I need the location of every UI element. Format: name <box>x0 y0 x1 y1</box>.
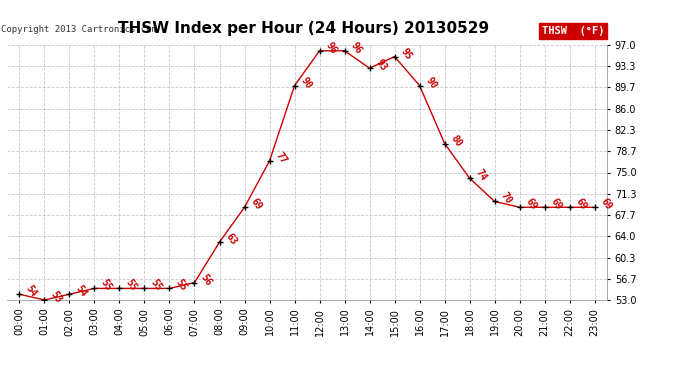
Text: 96: 96 <box>348 40 364 56</box>
Text: 69: 69 <box>248 197 264 212</box>
Text: 55: 55 <box>124 278 139 293</box>
Text: 63: 63 <box>224 231 239 247</box>
Text: 90: 90 <box>299 75 314 90</box>
Text: 69: 69 <box>524 197 539 212</box>
Text: 56: 56 <box>199 272 214 287</box>
Text: 80: 80 <box>448 133 464 148</box>
Text: 55: 55 <box>99 278 114 293</box>
Text: 53: 53 <box>48 290 63 305</box>
Text: 54: 54 <box>74 284 88 299</box>
Text: 55: 55 <box>148 278 164 293</box>
Text: 77: 77 <box>274 150 288 166</box>
Text: 70: 70 <box>499 191 514 206</box>
Text: 69: 69 <box>599 197 614 212</box>
Text: 69: 69 <box>549 197 564 212</box>
Text: 96: 96 <box>324 40 339 56</box>
Text: 95: 95 <box>399 46 414 62</box>
Text: 55: 55 <box>174 278 188 293</box>
Text: THSW  (°F): THSW (°F) <box>542 26 604 36</box>
Text: THSW Index per Hour (24 Hours) 20130529: THSW Index per Hour (24 Hours) 20130529 <box>118 21 489 36</box>
Text: 69: 69 <box>574 197 589 212</box>
Text: 54: 54 <box>23 284 39 299</box>
Text: Copyright 2013 Cartronics.com: Copyright 2013 Cartronics.com <box>1 25 157 34</box>
Text: 90: 90 <box>424 75 439 90</box>
Text: 74: 74 <box>474 168 489 183</box>
Text: 93: 93 <box>374 58 388 73</box>
